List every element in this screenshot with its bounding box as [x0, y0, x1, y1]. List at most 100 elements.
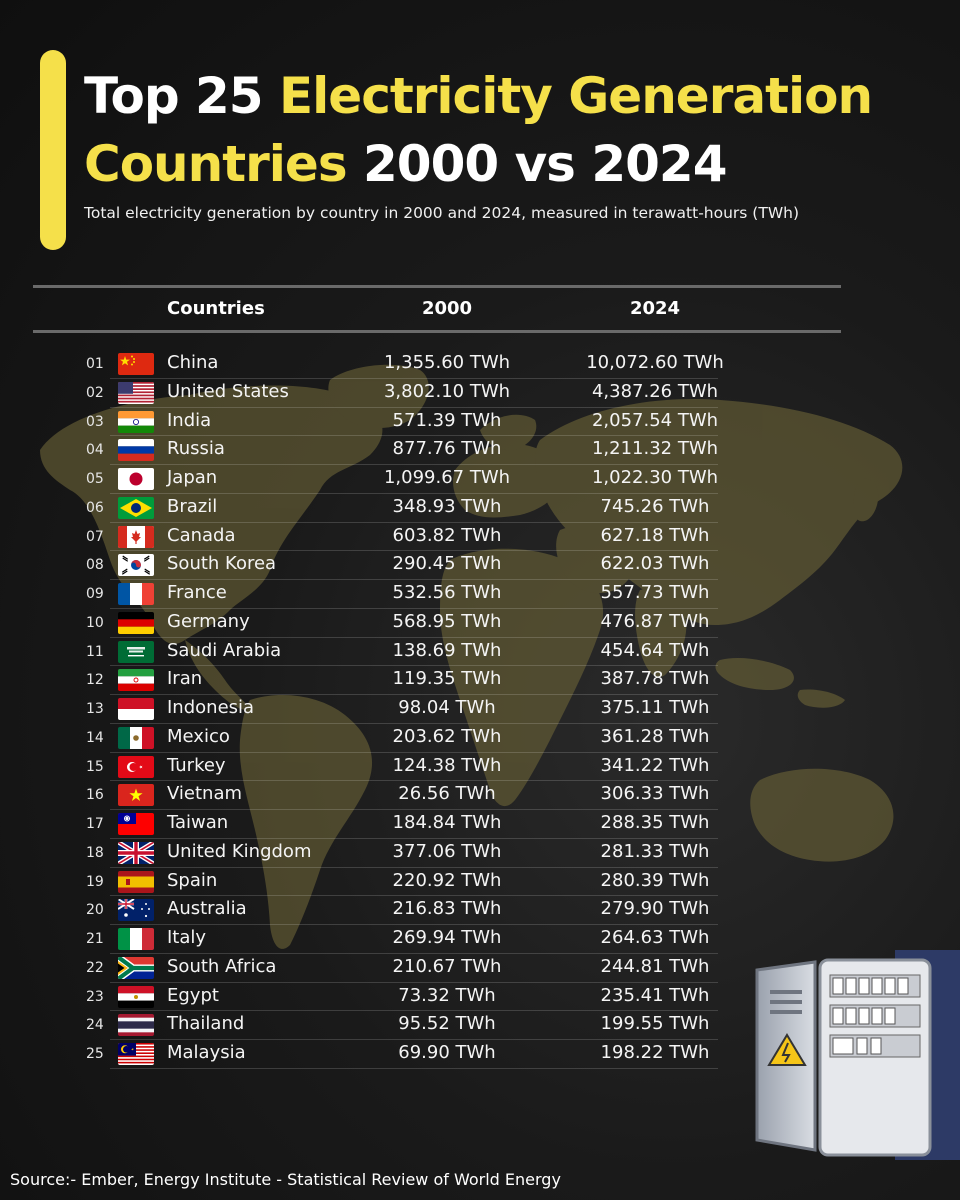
- turkey-flag-icon: [118, 755, 154, 778]
- value-2000: 571.39 TWh: [392, 409, 502, 431]
- value-2024: 627.18 TWh: [600, 524, 710, 546]
- rank-number: 01: [86, 356, 104, 372]
- table-row: 17 Taiwan 184.84 TWh 288.35 TWh: [0, 810, 960, 839]
- italy-flag-icon: [118, 928, 154, 950]
- rank-number: 15: [86, 758, 104, 775]
- country-name: China: [167, 352, 219, 373]
- value-2024: 306.33 TWh: [600, 783, 710, 805]
- table-row: 13 Indonesia 98.04 TWh 375.11 TWh: [0, 695, 960, 724]
- taiwan-flag-icon: [118, 813, 154, 835]
- value-2000: 216.83 TWh: [392, 898, 502, 920]
- country-name: Vietnam: [167, 783, 243, 805]
- header-bottom-rule: [33, 330, 841, 333]
- row-divider: [110, 406, 718, 408]
- value-2024: 198.22 TWh: [600, 1042, 710, 1063]
- value-2000: 73.32 TWh: [398, 984, 496, 1006]
- value-2024: 1,022.30 TWh: [591, 467, 719, 488]
- value-2024: 387.78 TWh: [600, 668, 710, 690]
- canada-flag-icon: [118, 525, 154, 548]
- row-divider: [110, 837, 718, 839]
- table-row: 12 Iran 119.35 TWh 387.78 TWh: [0, 666, 960, 695]
- country-name: Egypt: [167, 984, 219, 1006]
- value-2000: 98.04 TWh: [398, 697, 496, 718]
- value-2024: 1,211.32 TWh: [591, 438, 719, 460]
- row-divider: [110, 377, 718, 379]
- value-2024: 4,387.26 TWh: [591, 380, 719, 402]
- china-flag-icon: [118, 353, 154, 375]
- united-kingdom-flag-icon: [118, 841, 154, 864]
- malaysia-flag-icon: [118, 1043, 154, 1065]
- table-row: 02 United States 3,802.10 TWh 4,387.26 TWh: [0, 379, 960, 408]
- value-2000: 119.35 TWh: [392, 668, 502, 690]
- value-2024: 557.73 TWh: [600, 582, 710, 603]
- subtitle: Total electricity generation by country …: [84, 204, 800, 222]
- rank-number: 22: [86, 959, 104, 976]
- country-name: South Korea: [167, 553, 277, 575]
- title-part-1: Top 25: [84, 67, 280, 125]
- united-states-flag-icon: [118, 381, 154, 404]
- rank-number: 07: [86, 528, 104, 545]
- value-2000: 532.56 TWh: [392, 582, 502, 603]
- value-2024: 280.39 TWh: [600, 869, 710, 891]
- table-row: 25 Malaysia 69.90 TWh 198.22 TWh: [0, 1040, 960, 1069]
- value-2024: 375.11 TWh: [600, 697, 710, 718]
- row-divider: [110, 665, 718, 667]
- value-2024: 2,057.54 TWh: [591, 409, 719, 431]
- rank-number: 25: [86, 1046, 104, 1062]
- spain-flag-icon: [118, 870, 154, 893]
- row-divider: [110, 1010, 718, 1012]
- table-row: 24 Thailand 95.52 TWh 199.55 TWh: [0, 1011, 960, 1040]
- value-2000: 203.62 TWh: [392, 725, 502, 747]
- value-2000: 877.76 TWh: [392, 438, 502, 460]
- value-2024: 10,072.60 TWh: [586, 352, 724, 373]
- table-row: 01 China 1,355.60 TWh 10,072.60 TWh: [0, 350, 960, 379]
- rank-number: 24: [86, 1017, 104, 1034]
- value-2000: 220.92 TWh: [392, 869, 502, 891]
- row-divider: [110, 694, 718, 695]
- row-divider: [110, 895, 718, 897]
- rank-number: 12: [86, 672, 104, 689]
- country-name: Canada: [167, 524, 236, 546]
- table-row: 03 India 571.39 TWh 2,057.54 TWh: [0, 408, 960, 437]
- row-divider: [110, 866, 718, 868]
- country-name: United States: [167, 380, 289, 402]
- value-2024: 745.26 TWh: [600, 495, 710, 517]
- rank-number: 09: [86, 586, 104, 602]
- country-name: Australia: [167, 898, 247, 920]
- table-row: 11 Saudi Arabia 138.69 TWh 454.64 TWh: [0, 638, 960, 667]
- rank-number: 02: [86, 384, 104, 401]
- rank-number: 21: [86, 931, 104, 947]
- row-divider: [110, 809, 718, 810]
- saudi-arabia-flag-icon: [118, 640, 154, 663]
- table-row: 16 Vietnam 26.56 TWh 306.33 TWh: [0, 781, 960, 810]
- value-2000: 290.45 TWh: [392, 553, 502, 575]
- south-korea-flag-icon: [118, 554, 154, 577]
- rank-number: 13: [86, 701, 104, 717]
- country-name: Russia: [167, 438, 225, 460]
- table-row: 23 Egypt 73.32 TWh 235.41 TWh: [0, 983, 960, 1012]
- title-part-4: 2000 vs 2024: [346, 135, 727, 193]
- table-row: 08 South Korea 290.45 TWh 622.03 TWh: [0, 551, 960, 580]
- value-2000: 138.69 TWh: [392, 639, 502, 661]
- row-divider: [110, 492, 718, 494]
- value-2000: 568.95 TWh: [392, 610, 502, 632]
- country-name: France: [167, 582, 227, 603]
- page-title: Top 25 Electricity Generation Countries 2…: [84, 62, 873, 198]
- row-divider: [110, 924, 718, 925]
- value-2024: 244.81 TWh: [600, 955, 710, 977]
- table-row: 09 France 532.56 TWh 557.73 TWh: [0, 580, 960, 609]
- header-2000: 2000: [421, 298, 473, 319]
- table-row: 19 Spain 220.92 TWh 280.39 TWh: [0, 868, 960, 897]
- rank-number: 16: [86, 787, 104, 804]
- title-part-3: Countries: [84, 135, 348, 193]
- table-row: 05 Japan 1,099.67 TWh 1,022.30 TWh: [0, 465, 960, 494]
- value-2000: 3,802.10 TWh: [383, 380, 511, 402]
- table-row: 15 Turkey 124.38 TWh 341.22 TWh: [0, 753, 960, 782]
- country-name: Iran: [167, 668, 203, 690]
- value-2000: 269.94 TWh: [392, 927, 502, 948]
- value-2000: 377.06 TWh: [392, 840, 502, 862]
- value-2000: 210.67 TWh: [392, 955, 502, 977]
- egypt-flag-icon: [118, 985, 154, 1008]
- country-name: Thailand: [167, 1013, 245, 1035]
